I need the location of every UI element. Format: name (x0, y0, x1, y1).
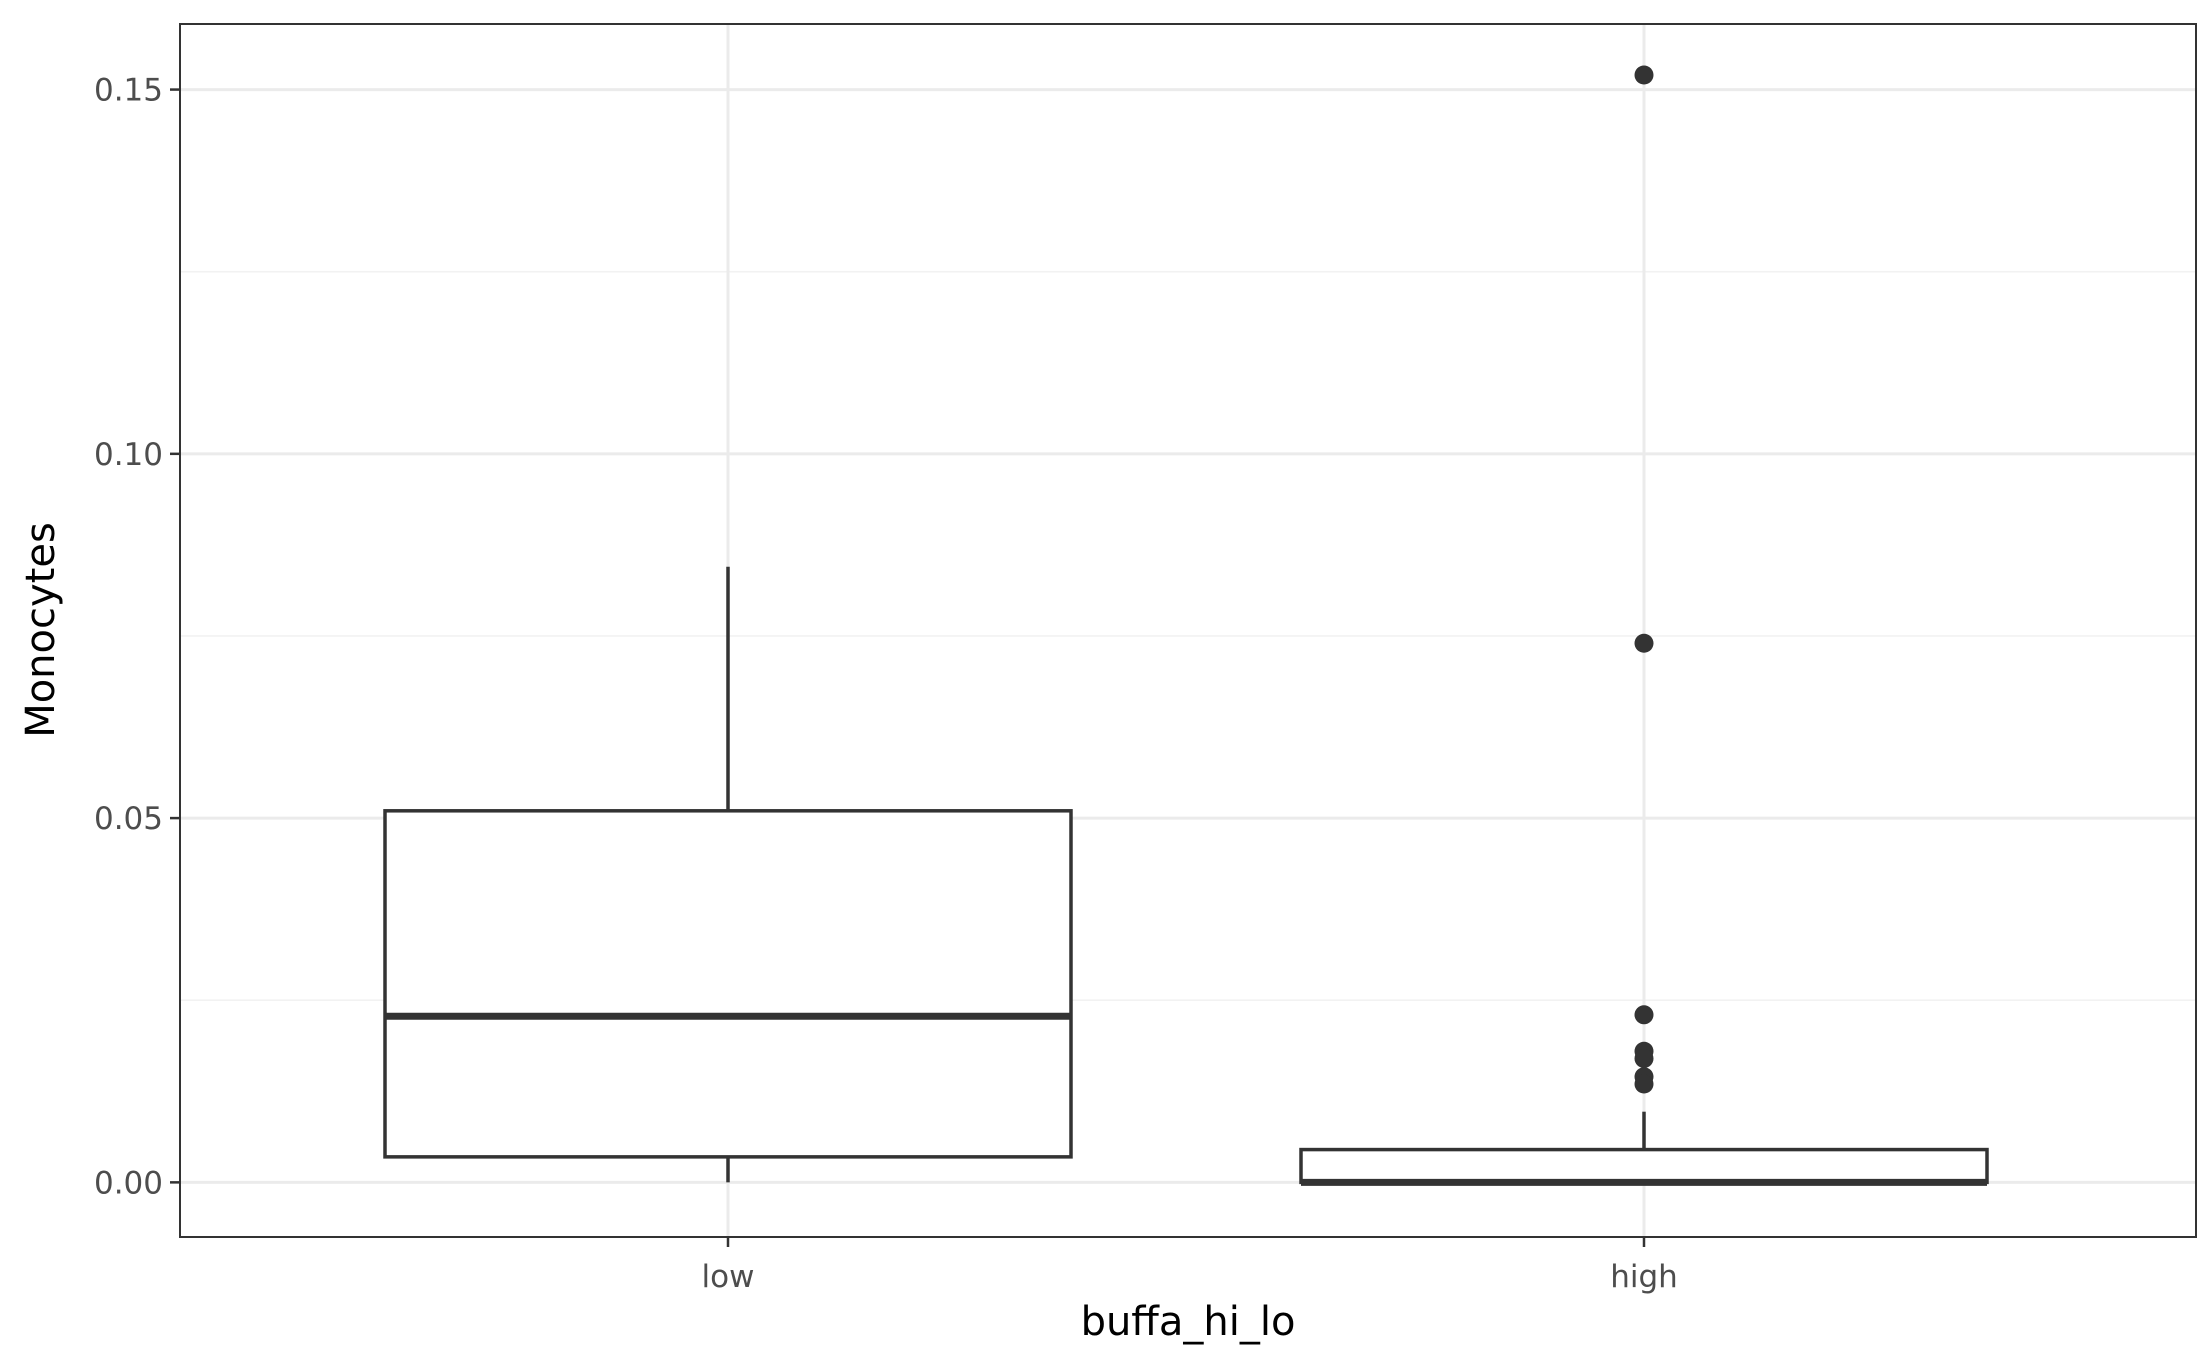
y-tick-label: 0.10 (94, 437, 163, 473)
box-high (1299, 65, 1989, 1186)
outlier-point (1634, 1049, 1654, 1069)
box-low (383, 566, 1073, 1183)
outlier-point (1634, 1074, 1654, 1094)
x-axis-title: buffa_hi_lo (1081, 1299, 1296, 1345)
box-rect (1299, 1147, 1989, 1185)
outlier-point (1634, 633, 1654, 653)
axis-layer: 0.00 0.05 0.10 0.15 low high (94, 73, 1678, 1295)
y-tick-label: 0.00 (94, 1165, 163, 1201)
y-tick-label: 0.05 (94, 801, 163, 837)
box-rect (383, 809, 1073, 1159)
outlier-point (1634, 1005, 1654, 1025)
x-tick-label: low (702, 1259, 755, 1295)
y-axis-title: Monocytes (18, 522, 64, 738)
panel-border (179, 23, 2197, 1238)
x-tick-label: high (1610, 1259, 1678, 1295)
outlier-point (1634, 65, 1654, 85)
y-tick-label: 0.15 (94, 73, 163, 109)
box-layer (383, 65, 1989, 1186)
